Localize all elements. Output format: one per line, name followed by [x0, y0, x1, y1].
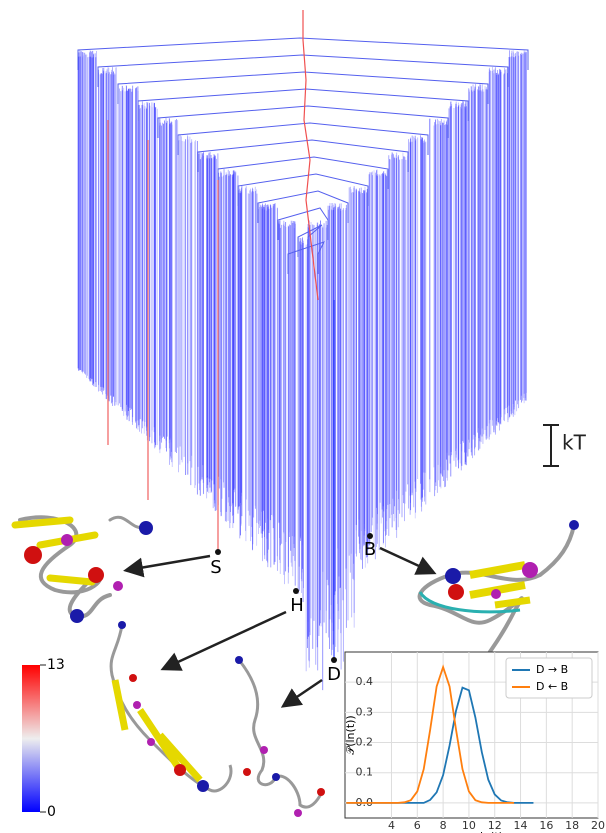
x-tick-label: 6: [414, 819, 421, 832]
colorbar-min: 0: [47, 804, 56, 820]
tree-branch: [98, 55, 508, 87]
figure: kT S H B D: [0, 0, 606, 833]
legend-label: D ← B: [536, 680, 568, 693]
y-tick-label: 0.4: [356, 675, 374, 688]
y-tick-label: 0.1: [356, 766, 374, 779]
x-tick-label: 14: [514, 819, 528, 832]
state-label: S: [210, 557, 221, 578]
x-tick-label: 4: [388, 819, 395, 832]
state-label: H: [290, 595, 304, 616]
scale-label: kT: [562, 431, 587, 455]
tree-branch: [118, 72, 488, 104]
scale-bar: kT: [543, 425, 587, 466]
y-axis-label: 𝒫(ln(t)): [344, 715, 357, 754]
x-tick-label: 10: [462, 819, 476, 832]
structure-B: [420, 520, 579, 672]
tree-branch: [238, 174, 368, 206]
state-label: D: [327, 664, 341, 685]
inset-chart: 4681012141618200.00.10.20.30.4ln(t)𝒫(ln(…: [344, 652, 605, 833]
x-tick-label: 8: [440, 819, 447, 832]
state-label: B: [364, 539, 376, 560]
x-tick-label: 20: [591, 819, 605, 832]
legend-label: D → B: [536, 663, 568, 676]
tree-branch: [138, 89, 468, 121]
colorbar: 13 0: [22, 657, 65, 820]
colorbar-max: 13: [47, 657, 65, 673]
y-tick-label: 0.2: [356, 736, 374, 749]
y-tick-label: 0.3: [356, 705, 374, 718]
tree-branch: [218, 157, 388, 189]
structure-D: [235, 656, 325, 817]
x-tick-label: 18: [565, 819, 579, 832]
x-tick-label: 16: [539, 819, 553, 832]
